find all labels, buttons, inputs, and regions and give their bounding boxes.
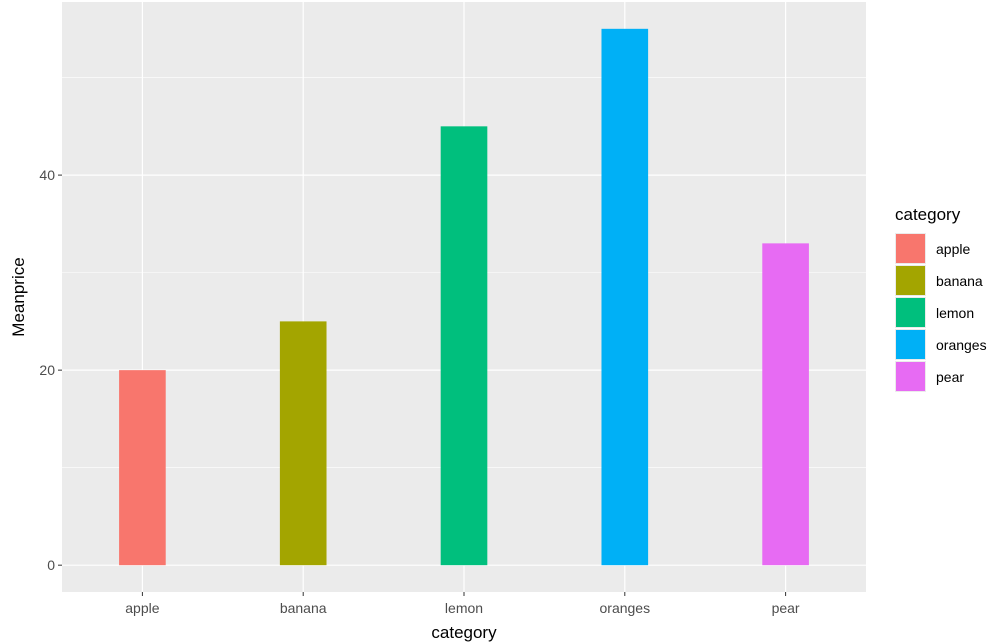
legend-label-apple: apple [936, 241, 970, 257]
x-axis-ticks: apple banana lemon oranges pear [125, 592, 800, 616]
x-axis-title: category [431, 623, 497, 642]
legend-label-oranges: oranges [936, 337, 987, 353]
y-tick-label: 40 [39, 167, 55, 183]
bars [119, 28, 809, 566]
legend-title: category [895, 205, 961, 224]
bar-lemon [440, 126, 488, 566]
x-tick-label: pear [772, 600, 800, 616]
y-tick-label: 0 [47, 557, 55, 573]
y-axis-title: Meanprice [9, 257, 28, 336]
bar-apple [119, 370, 166, 566]
bar-banana [279, 321, 327, 566]
legend-swatch-apple [896, 234, 925, 263]
x-tick-label: banana [280, 600, 327, 616]
x-tick-label: apple [125, 600, 159, 616]
legend-label-banana: banana [936, 273, 983, 289]
legend-label-lemon: lemon [936, 305, 974, 321]
x-tick-label: oranges [600, 600, 651, 616]
bar-oranges [601, 28, 649, 566]
legend-label-pear: pear [936, 369, 964, 385]
y-axis-ticks: 0 20 40 [39, 167, 62, 573]
legend: category apple banana lemon oranges pear [895, 205, 987, 392]
bar-pear [762, 243, 809, 566]
legend-swatch-oranges [896, 330, 925, 359]
x-tick-label: lemon [445, 600, 483, 616]
legend-swatch-lemon [896, 298, 925, 327]
y-tick-label: 20 [39, 362, 55, 378]
legend-swatch-banana [896, 266, 925, 295]
legend-swatch-pear [896, 362, 925, 391]
